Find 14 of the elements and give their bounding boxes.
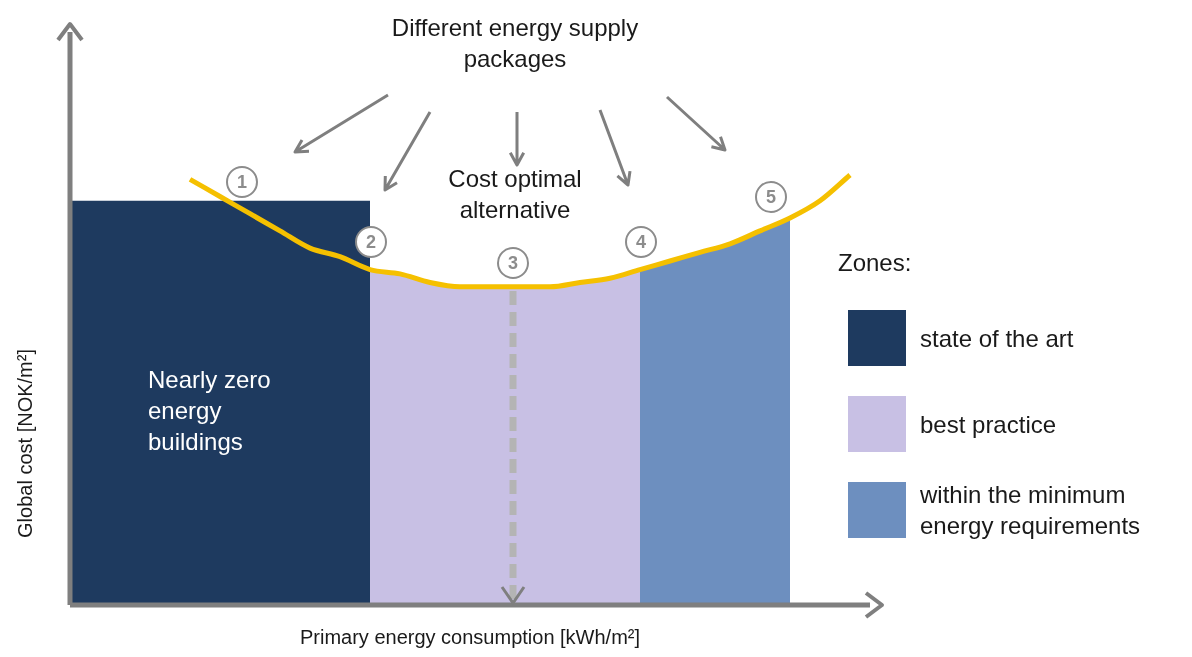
x-axis-title: Primary energy consumption [kWh/m²] (299, 625, 641, 648)
legend-label: state of the art (920, 323, 1075, 354)
annotation: 4 (625, 226, 657, 258)
annotation: Cost optimal alternative (447, 164, 583, 225)
annotation: 1 (226, 166, 258, 198)
annotation: Nearly zero energy buildings (148, 365, 272, 457)
annotation: 3 (497, 247, 529, 279)
legend-label: best practice (920, 409, 1058, 440)
legend-title: Zones: (838, 248, 912, 278)
chart-title: Different energy supply packages (390, 13, 640, 74)
annotation: 5 (755, 181, 787, 213)
legend-label: within the minimum energy requirements (920, 480, 1142, 541)
annotation: 2 (355, 226, 387, 258)
y-axis-title: Global cost [NOK/m²] (13, 349, 36, 538)
